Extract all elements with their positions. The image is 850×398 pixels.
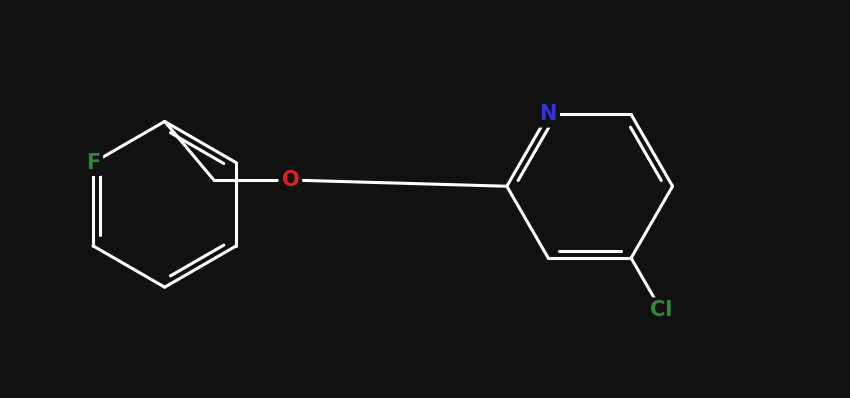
Text: N: N: [540, 105, 557, 125]
Text: Cl: Cl: [650, 300, 672, 320]
Text: F: F: [86, 153, 100, 173]
Text: O: O: [281, 170, 299, 190]
